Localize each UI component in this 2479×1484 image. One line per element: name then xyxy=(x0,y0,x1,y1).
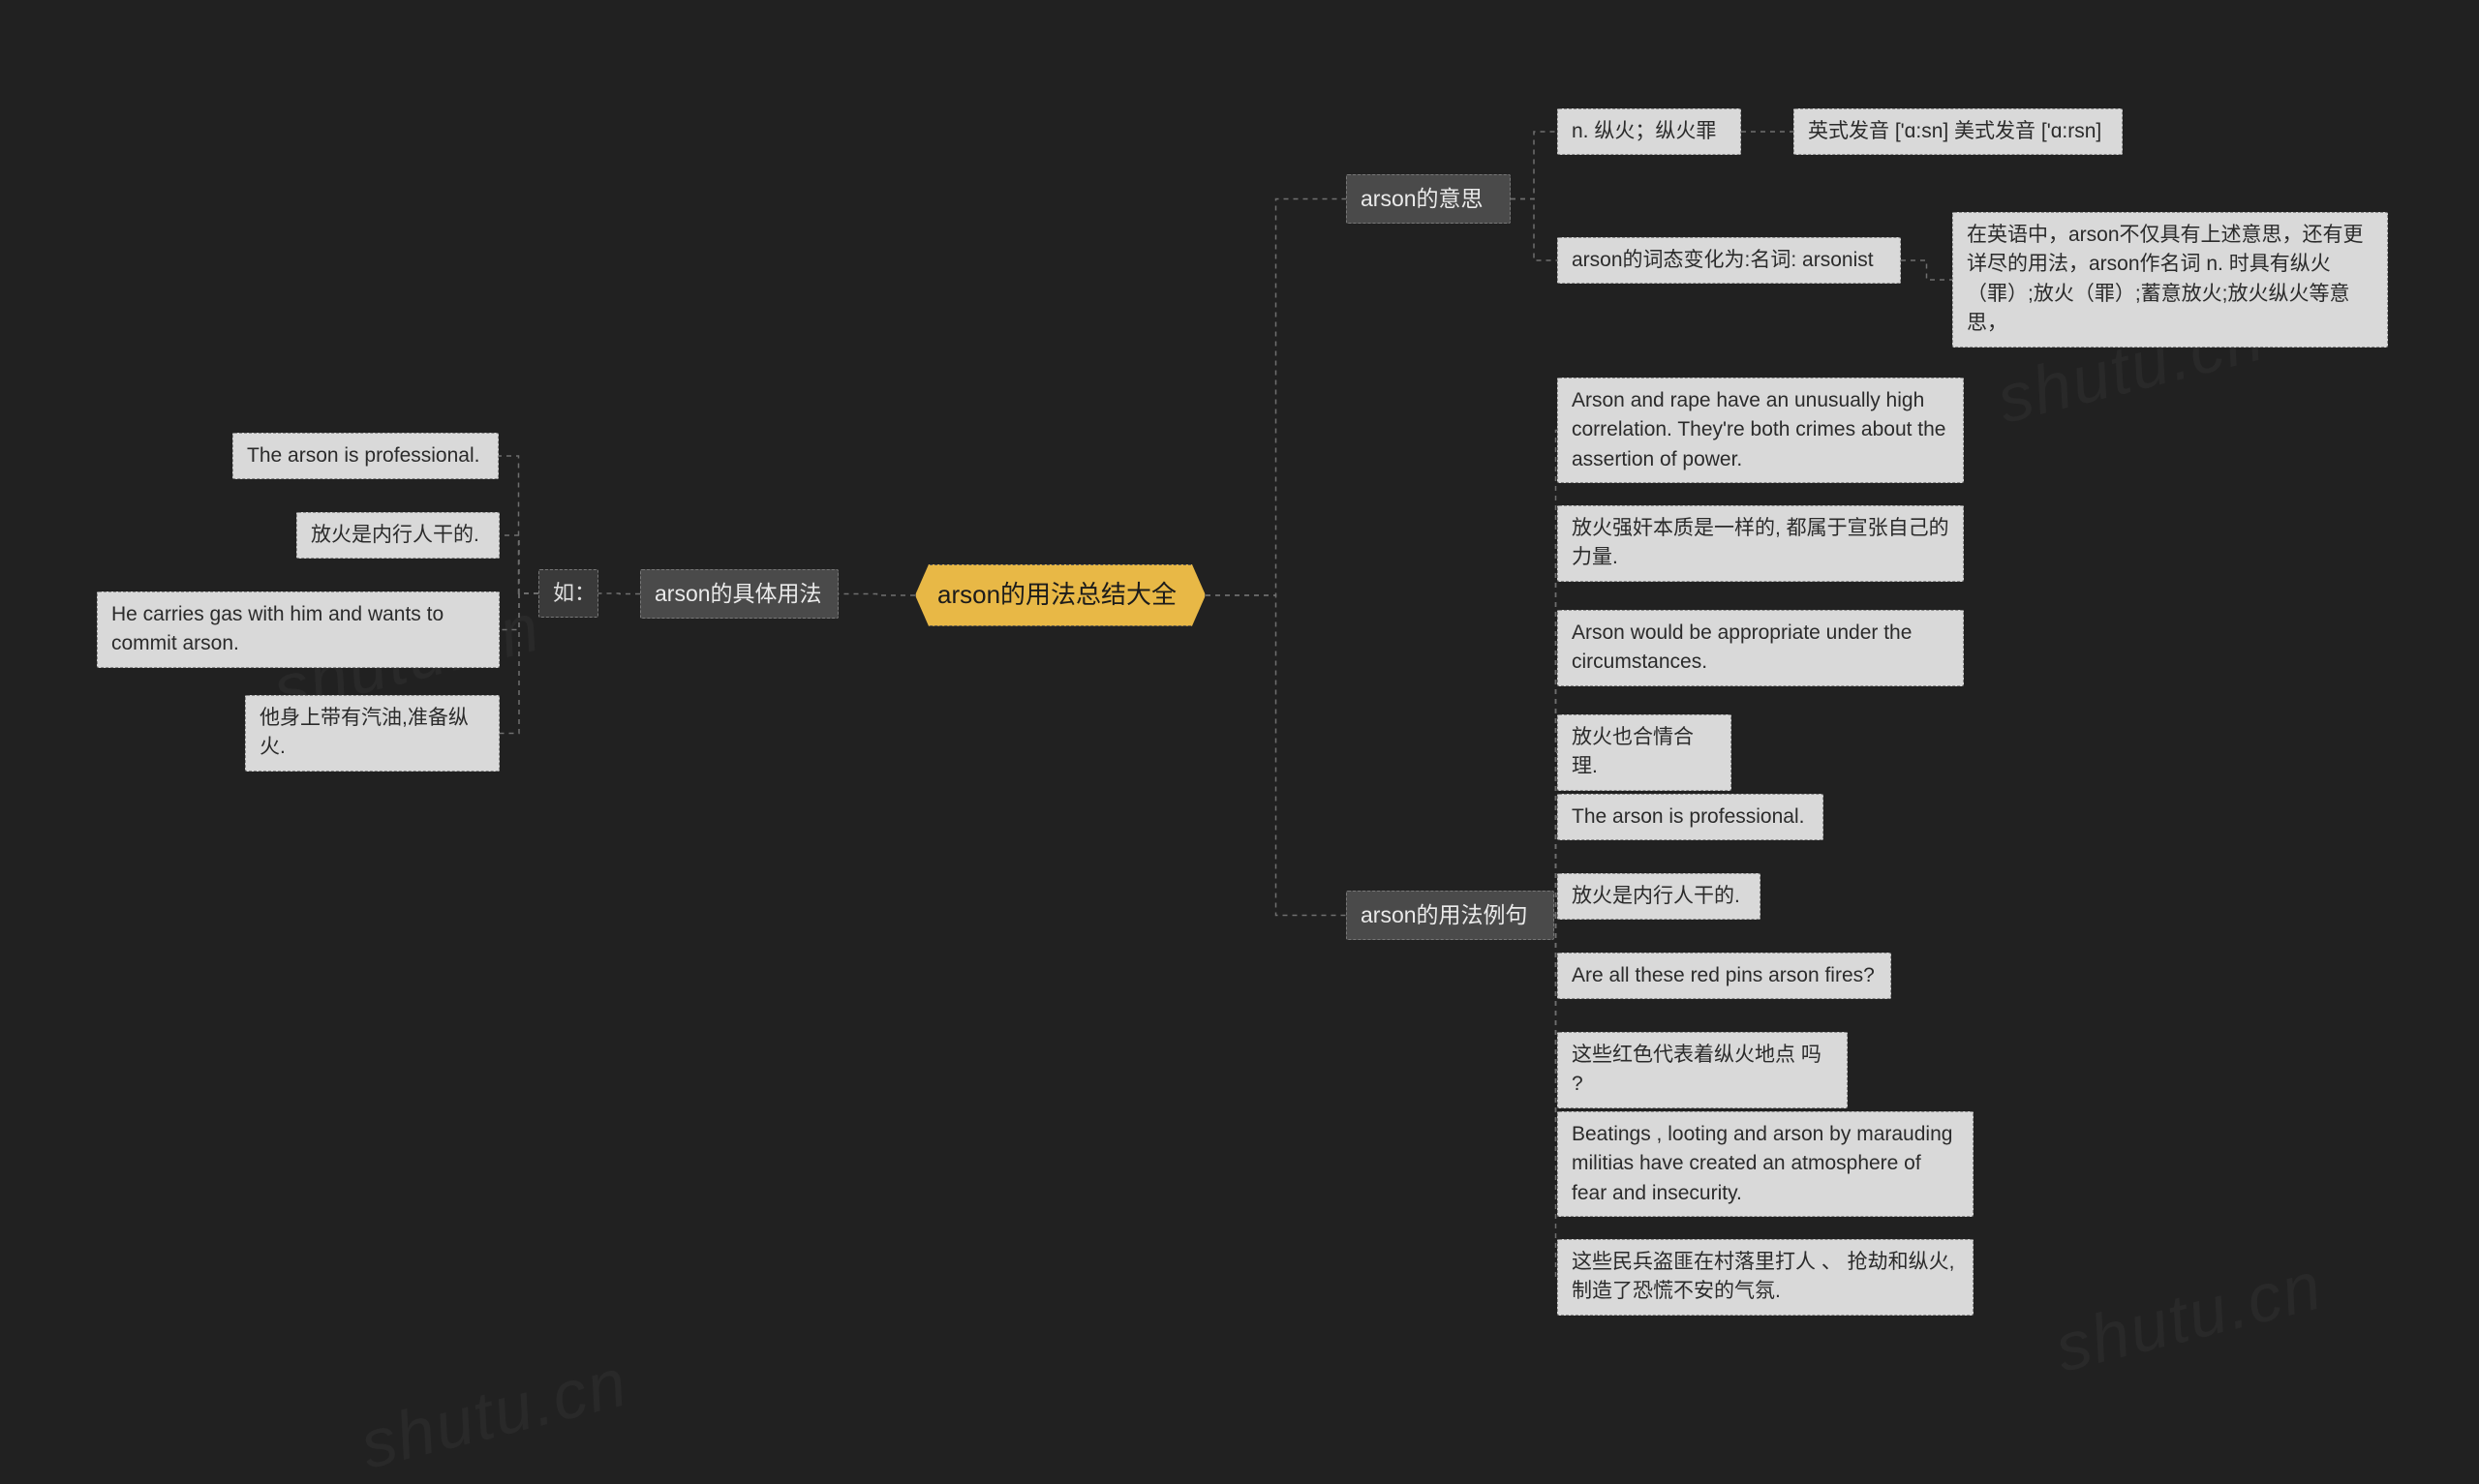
branch-meaning[interactable]: arson的意思 xyxy=(1346,174,1511,224)
sub-example-label[interactable]: 如： xyxy=(538,569,598,618)
leaf-ex-1[interactable]: Arson and rape have an unusually high co… xyxy=(1557,378,1964,483)
mindmap-canvas: shutu.cn shutu.cn shutu.cn shutu.cn arso… xyxy=(0,0,2479,1484)
leaf-ex-6[interactable]: 放火是内行人干的. xyxy=(1557,873,1760,920)
leaf-ex-7[interactable]: Are all these red pins arson fires? xyxy=(1557,953,1891,999)
leaf-meaning-2b[interactable]: 在英语中，arson不仅具有上述意思，还有更详尽的用法，arson作名词 n. … xyxy=(1952,212,2388,348)
leaf-meaning-1[interactable]: n. 纵火；纵火罪 xyxy=(1557,108,1741,155)
branch-examples[interactable]: arson的用法例句 xyxy=(1346,891,1554,940)
watermark: shutu.cn xyxy=(352,1343,635,1484)
leaf-ex-2[interactable]: 放火强奸本质是一样的, 都属于宣张自己的力量. xyxy=(1557,505,1964,582)
leaf-ex-10[interactable]: 这些民兵盗匪在村落里打人 、 抢劫和纵火,制造了恐慌不安的气氛. xyxy=(1557,1239,1974,1316)
root-node[interactable]: arson的用法总结大全 xyxy=(915,564,1206,626)
leaf-ex-9[interactable]: Beatings , looting and arson by maraudin… xyxy=(1557,1111,1974,1217)
branch-usage[interactable]: arson的具体用法 xyxy=(640,569,839,619)
watermark: shutu.cn xyxy=(2047,1246,2330,1387)
leaf-meaning-1b[interactable]: 英式发音 ['ɑ:sn] 美式发音 ['ɑ:rsn] xyxy=(1793,108,2123,155)
leaf-left-3[interactable]: He carries gas with him and wants to com… xyxy=(97,591,500,668)
leaf-left-1[interactable]: The arson is professional. xyxy=(232,433,499,479)
leaf-ex-8[interactable]: 这些红色代表着纵火地点 吗 ? xyxy=(1557,1032,1848,1108)
leaf-ex-3[interactable]: Arson would be appropriate under the cir… xyxy=(1557,610,1964,686)
leaf-left-2[interactable]: 放火是内行人干的. xyxy=(296,512,500,559)
leaf-left-4[interactable]: 他身上带有汽油,准备纵火. xyxy=(245,695,500,772)
leaf-ex-4[interactable]: 放火也合情合理. xyxy=(1557,714,1731,791)
leaf-meaning-2[interactable]: arson的词态变化为:名词: arsonist xyxy=(1557,237,1901,284)
leaf-ex-5[interactable]: The arson is professional. xyxy=(1557,794,1823,840)
